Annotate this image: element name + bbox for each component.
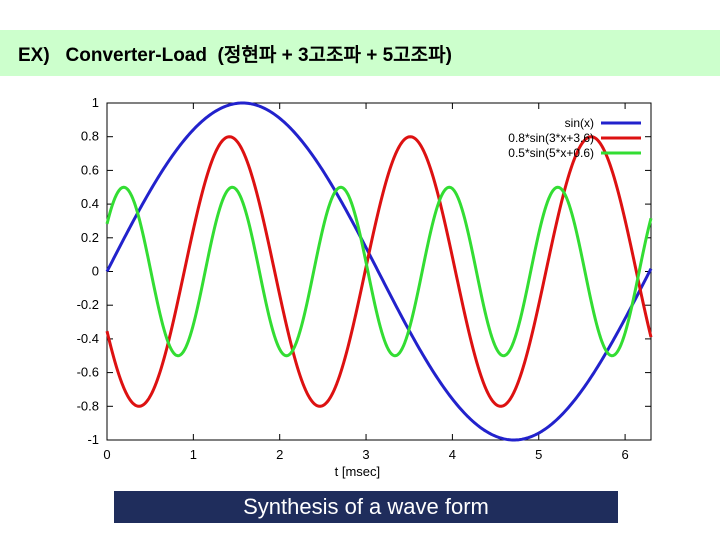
slide-header: EX) Converter-Load (정현파 + 3고조파 + 5고조파): [0, 30, 720, 76]
y-tick-label: -0.4: [77, 331, 99, 346]
y-tick-label: 0: [92, 264, 99, 279]
x-tick-label: 6: [621, 447, 628, 462]
x-tick-label: 2: [276, 447, 283, 462]
x-tick-label: 0: [103, 447, 110, 462]
y-tick-label: 0.4: [81, 196, 99, 211]
x-tick-label: 1: [190, 447, 197, 462]
slide-title: EX) Converter-Load (정현파 + 3고조파 + 5고조파): [18, 44, 452, 66]
y-tick-label: 1: [92, 95, 99, 110]
legend-label-1: sin(x): [565, 116, 594, 130]
y-tick-label: -0.2: [77, 297, 99, 312]
caption-text: Synthesis of a wave form: [243, 494, 489, 519]
series-line-3: [105, 185, 653, 358]
x-tick-label: 5: [535, 447, 542, 462]
y-tick-label: -0.6: [77, 365, 99, 380]
series-line-1: [105, 101, 653, 442]
x-tick-label: 3: [362, 447, 369, 462]
x-axis-label: t [msec]: [335, 464, 381, 479]
y-tick-label: 0.6: [81, 162, 99, 177]
y-tick-label: -1: [87, 432, 99, 447]
caption-banner: Synthesis of a wave form: [114, 491, 618, 523]
y-tick-label: 0.8: [81, 129, 99, 144]
series-line-2: [105, 135, 653, 408]
legend-label-3: 0.5*sin(5*x+0.6): [508, 146, 594, 160]
legend-label-2: 0.8*sin(3*x+3.6): [508, 131, 594, 145]
y-tick-label: -0.8: [77, 398, 99, 413]
wave-chart: 1 0.8 0.6 0.4 0.2 0 -0.2 -0.4 -0.6 -0.8 -1 0 1 2 3 4 5 6 t…: [77, 95, 653, 479]
x-tick-label: 4: [449, 447, 456, 462]
y-tick-label: 0.2: [81, 230, 99, 245]
